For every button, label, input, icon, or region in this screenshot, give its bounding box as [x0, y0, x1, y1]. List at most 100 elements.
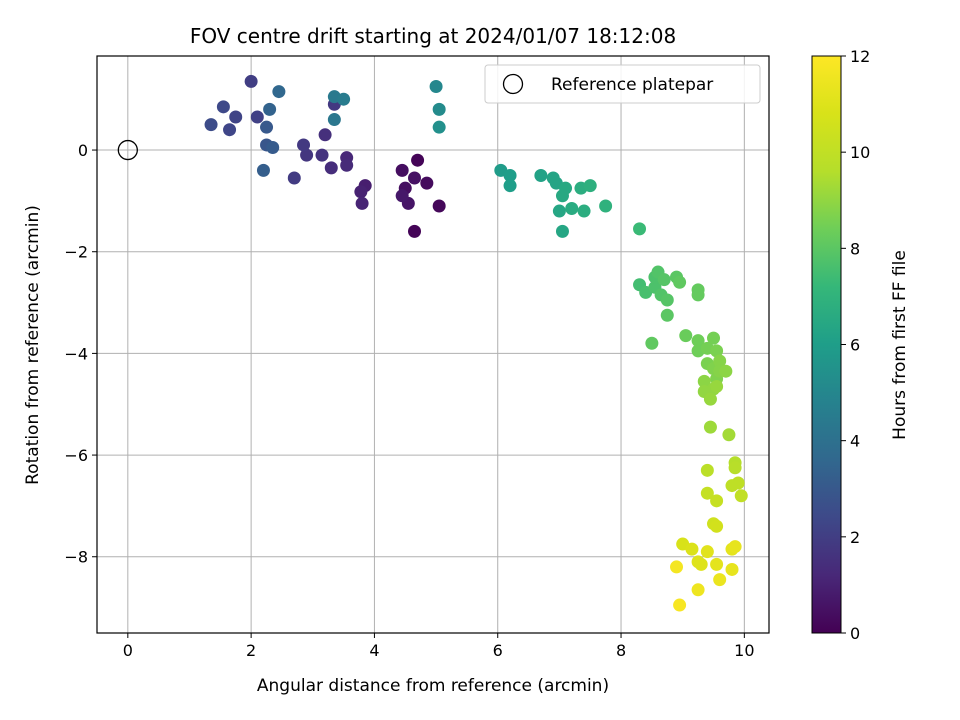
- data-point: [679, 329, 693, 343]
- data-point: [710, 494, 724, 508]
- data-point: [645, 336, 659, 350]
- data-point: [354, 185, 368, 199]
- chart-title: FOV centre drift starting at 2024/01/07 …: [190, 24, 676, 48]
- data-point: [429, 80, 443, 94]
- data-point: [728, 461, 742, 475]
- colorbar-tick-label: 0: [850, 624, 860, 643]
- colorbar-tick-label: 6: [850, 336, 860, 355]
- data-point: [719, 364, 733, 378]
- colorbar-tick-label: 8: [850, 239, 860, 258]
- legend-box: [484, 64, 761, 104]
- data-point: [691, 334, 705, 348]
- x-tick-label: 0: [123, 641, 133, 660]
- data-point: [565, 202, 579, 216]
- data-point: [710, 344, 724, 358]
- data-point: [660, 308, 674, 322]
- data-point: [395, 189, 409, 203]
- data-point: [673, 275, 687, 289]
- y-axis-ticks: 0 −2 −4 −6 −8: [64, 141, 97, 567]
- x-tick-label: 10: [734, 641, 754, 660]
- plot-area-frame: [96, 55, 770, 634]
- data-points: [204, 74, 748, 612]
- data-point: [713, 354, 727, 368]
- colorbar-title: Hours from first FF file: [890, 250, 910, 440]
- data-point: [657, 273, 671, 287]
- data-point: [700, 545, 714, 559]
- data-point: [408, 224, 422, 238]
- data-point: [700, 463, 714, 477]
- data-point: [411, 153, 425, 167]
- legend: Reference platepar: [484, 64, 761, 104]
- y-tick-label: 0: [78, 141, 88, 160]
- data-point: [710, 379, 724, 393]
- reference-platepar-marker: [117, 139, 138, 161]
- colorbar-tick-label: 2: [850, 528, 860, 547]
- data-point: [703, 392, 717, 406]
- data-point: [703, 420, 717, 434]
- data-point: [599, 199, 613, 213]
- data-point: [577, 204, 591, 218]
- x-tick-label: 8: [616, 641, 626, 660]
- x-tick-label: 2: [246, 641, 256, 660]
- y-tick-label: −4: [64, 344, 88, 363]
- data-point: [327, 113, 341, 127]
- data-point: [324, 161, 338, 175]
- data-point: [266, 141, 280, 155]
- data-point: [250, 110, 264, 124]
- legend-marker-reference: [502, 73, 524, 95]
- data-point: [700, 486, 714, 500]
- data-point: [660, 293, 674, 307]
- x-tick-label: 4: [369, 641, 379, 660]
- data-point: [340, 158, 354, 172]
- data-point: [263, 102, 277, 116]
- grid: [97, 56, 769, 633]
- data-point: [691, 288, 705, 302]
- data-point: [272, 85, 286, 99]
- data-point: [216, 100, 230, 114]
- data-point: [552, 204, 566, 218]
- data-point: [534, 168, 548, 182]
- data-point: [555, 224, 569, 238]
- data-point: [300, 148, 314, 162]
- data-point: [734, 489, 748, 503]
- data-point: [713, 573, 727, 587]
- data-point: [731, 476, 745, 490]
- data-point: [223, 123, 237, 137]
- data-point: [710, 557, 724, 571]
- data-point: [697, 374, 711, 388]
- colorbar-tick-label: 10: [850, 143, 870, 162]
- data-point: [503, 168, 517, 182]
- data-point: [420, 176, 434, 190]
- data-point: [503, 179, 517, 193]
- y-axis-title: Rotation from reference (arcmin): [23, 205, 43, 485]
- y-tick-label: −2: [64, 243, 88, 262]
- data-point: [583, 179, 597, 193]
- data-point: [256, 163, 270, 177]
- data-point: [260, 120, 274, 134]
- x-tick-label: 6: [493, 641, 503, 660]
- colorbar: 0 2 4 6 8 10 12 Hours from first FF file: [811, 47, 910, 643]
- data-point: [707, 331, 721, 345]
- data-point: [685, 542, 699, 556]
- data-point: [670, 560, 684, 574]
- data-point: [728, 540, 742, 554]
- data-point: [318, 128, 332, 142]
- legend-label-reference: Reference platepar: [551, 75, 713, 95]
- colorbar-ticks: 0 2 4 6 8 10 12: [841, 47, 870, 643]
- data-point: [355, 196, 369, 210]
- data-point: [395, 163, 409, 177]
- data-point: [710, 519, 724, 533]
- colorbar-tick-label: 4: [850, 432, 860, 451]
- data-point: [337, 92, 351, 106]
- data-point: [204, 118, 218, 132]
- data-point: [673, 598, 687, 612]
- data-point: [691, 583, 705, 597]
- data-point: [725, 562, 739, 576]
- colorbar-gradient: [811, 55, 842, 634]
- data-point: [722, 428, 736, 442]
- data-point: [244, 74, 258, 88]
- data-point: [297, 138, 311, 152]
- data-point: [229, 110, 243, 124]
- y-tick-label: −8: [64, 548, 88, 567]
